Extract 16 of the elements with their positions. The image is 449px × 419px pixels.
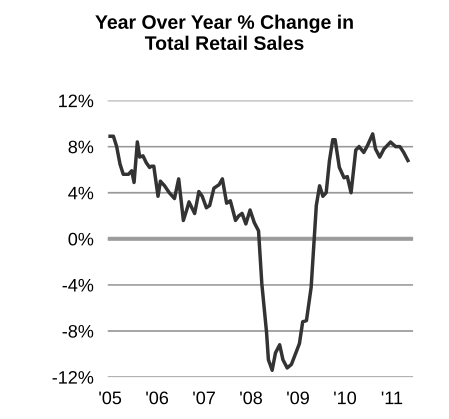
x-tick-label: '07 [193,391,215,404]
y-tick-label: -4% [62,278,94,292]
y-tick-label: 12% [59,94,94,108]
y-tick-label: -8% [62,324,94,338]
y-tick-label: -12% [52,371,94,384]
y-tick-label: 4% [68,186,94,200]
x-tick-label: '06 [146,391,168,404]
x-tick-label: '08 [240,391,262,404]
x-tick-label: '11 [382,392,402,404]
line-series [108,132,410,372]
chart-title: Year Over Year % Change in Total Retail Sales [95,14,353,50]
x-tick-label: '09 [287,391,309,404]
x-tick-label: '05 [99,391,122,404]
x-tick-label: '10 [334,391,356,404]
y-tick-label: 0% [68,232,94,246]
y-tick-label: 8% [68,140,94,154]
